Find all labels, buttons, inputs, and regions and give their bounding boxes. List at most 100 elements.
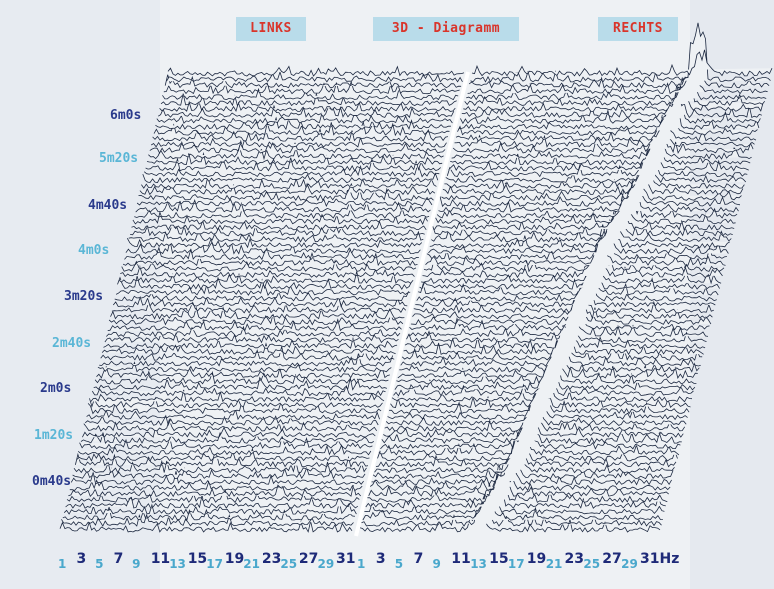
trace-left (108, 313, 404, 326)
trace-left (128, 230, 424, 243)
trace-right (407, 312, 709, 338)
trace-right (451, 134, 752, 160)
freq-tick-label: 13 (470, 557, 487, 571)
trace-left (103, 336, 398, 349)
trace-right (410, 298, 712, 326)
trace-right (416, 272, 717, 302)
trace-right (365, 485, 666, 509)
trace-left (61, 513, 354, 527)
freq-tick-label: 21 (243, 557, 260, 571)
trace-left (152, 127, 449, 142)
trace-right (418, 266, 719, 296)
trace-left (104, 332, 399, 344)
trace-left (87, 400, 382, 415)
trace-right (435, 194, 736, 225)
trace-left (150, 136, 447, 148)
trace-left (134, 206, 430, 219)
trace-right (367, 480, 668, 503)
freq-tick-label: 19 (225, 551, 244, 567)
trace-right (369, 467, 671, 492)
trace-left (68, 484, 361, 498)
freq-tick-label: 3 (376, 551, 386, 567)
time-tick-label: 1m20s (34, 428, 74, 443)
trace-left (65, 495, 359, 509)
trace-right (452, 127, 754, 154)
trace-left (139, 182, 436, 196)
freq-tick-label: 9 (433, 557, 441, 571)
trace-right (463, 86, 764, 112)
trace-left (93, 376, 388, 391)
trace-right (361, 504, 662, 527)
spectral-traces (59, 22, 773, 533)
trace-right (423, 242, 725, 273)
freq-tick-label: 27 (602, 551, 621, 567)
freq-tick-label: 29 (318, 557, 335, 571)
trace-left (91, 384, 386, 397)
trace-left (66, 489, 360, 504)
trace-left (86, 408, 380, 421)
trace-left (118, 271, 414, 284)
trace-left (159, 100, 456, 113)
trace-left (149, 139, 446, 154)
trace-left (94, 370, 389, 385)
trace-right (446, 144, 748, 178)
time-tick-label: 2m0s (40, 381, 72, 396)
trace-right (419, 263, 720, 290)
freq-tick-label: 3 (77, 551, 87, 567)
freq-tick-label: 31Hz (640, 551, 679, 567)
freq-tick-label: 5 (395, 557, 403, 571)
trace-left (156, 112, 453, 124)
time-tick-label: 0m40s (32, 474, 72, 489)
trace-right (444, 160, 745, 190)
trace-right (471, 49, 773, 77)
trace-right (400, 338, 701, 367)
trace-right (457, 112, 758, 136)
trace-left (115, 283, 411, 296)
trace-left (72, 466, 366, 480)
freq-tick-label: 17 (508, 557, 525, 571)
time-tick-label: 3m20s (64, 289, 104, 304)
trace-right (422, 253, 723, 279)
trace-left (62, 505, 355, 522)
trace-left (135, 199, 431, 213)
trace-right (409, 301, 710, 332)
freq-tick-label: 11 (151, 551, 170, 567)
trace-left (131, 219, 427, 231)
freq-tick-label: 13 (169, 557, 186, 571)
trace-left (164, 74, 462, 89)
trace-right (362, 492, 663, 521)
freq-tick-label: 1 (58, 557, 66, 571)
trace-right (439, 178, 741, 208)
trace-right (438, 186, 739, 213)
trace-right (429, 218, 731, 249)
trace-right (406, 312, 707, 343)
panel-label-rechts: RECHTS (598, 17, 678, 41)
trace-left (145, 157, 441, 172)
freq-tick-label: 31 (336, 551, 355, 567)
trace-left (167, 65, 465, 77)
trace-right (431, 214, 732, 243)
freq-tick-label: 7 (114, 551, 124, 567)
panel-divider (354, 71, 470, 537)
freq-tick-label: 15 (188, 551, 207, 567)
trace-left (69, 479, 363, 492)
trace-left (143, 164, 440, 178)
freq-tick-label: 27 (299, 551, 318, 567)
trace-right (436, 191, 738, 219)
trace-left (99, 353, 394, 367)
time-tick-label: 6m0s (110, 108, 142, 123)
trace-right (359, 508, 661, 533)
trace-right (448, 141, 749, 172)
trace-right (413, 283, 714, 314)
trace-right (426, 231, 727, 261)
trace-right (428, 232, 729, 255)
trace-left (84, 414, 379, 427)
freq-tick-label: 23 (565, 551, 584, 567)
trace-right (371, 459, 672, 486)
freq-tick-label: 25 (280, 557, 297, 571)
trace-left (96, 365, 390, 379)
time-tick-label: 5m20s (99, 151, 139, 166)
trace-left (153, 120, 450, 137)
trace-left (163, 80, 460, 95)
